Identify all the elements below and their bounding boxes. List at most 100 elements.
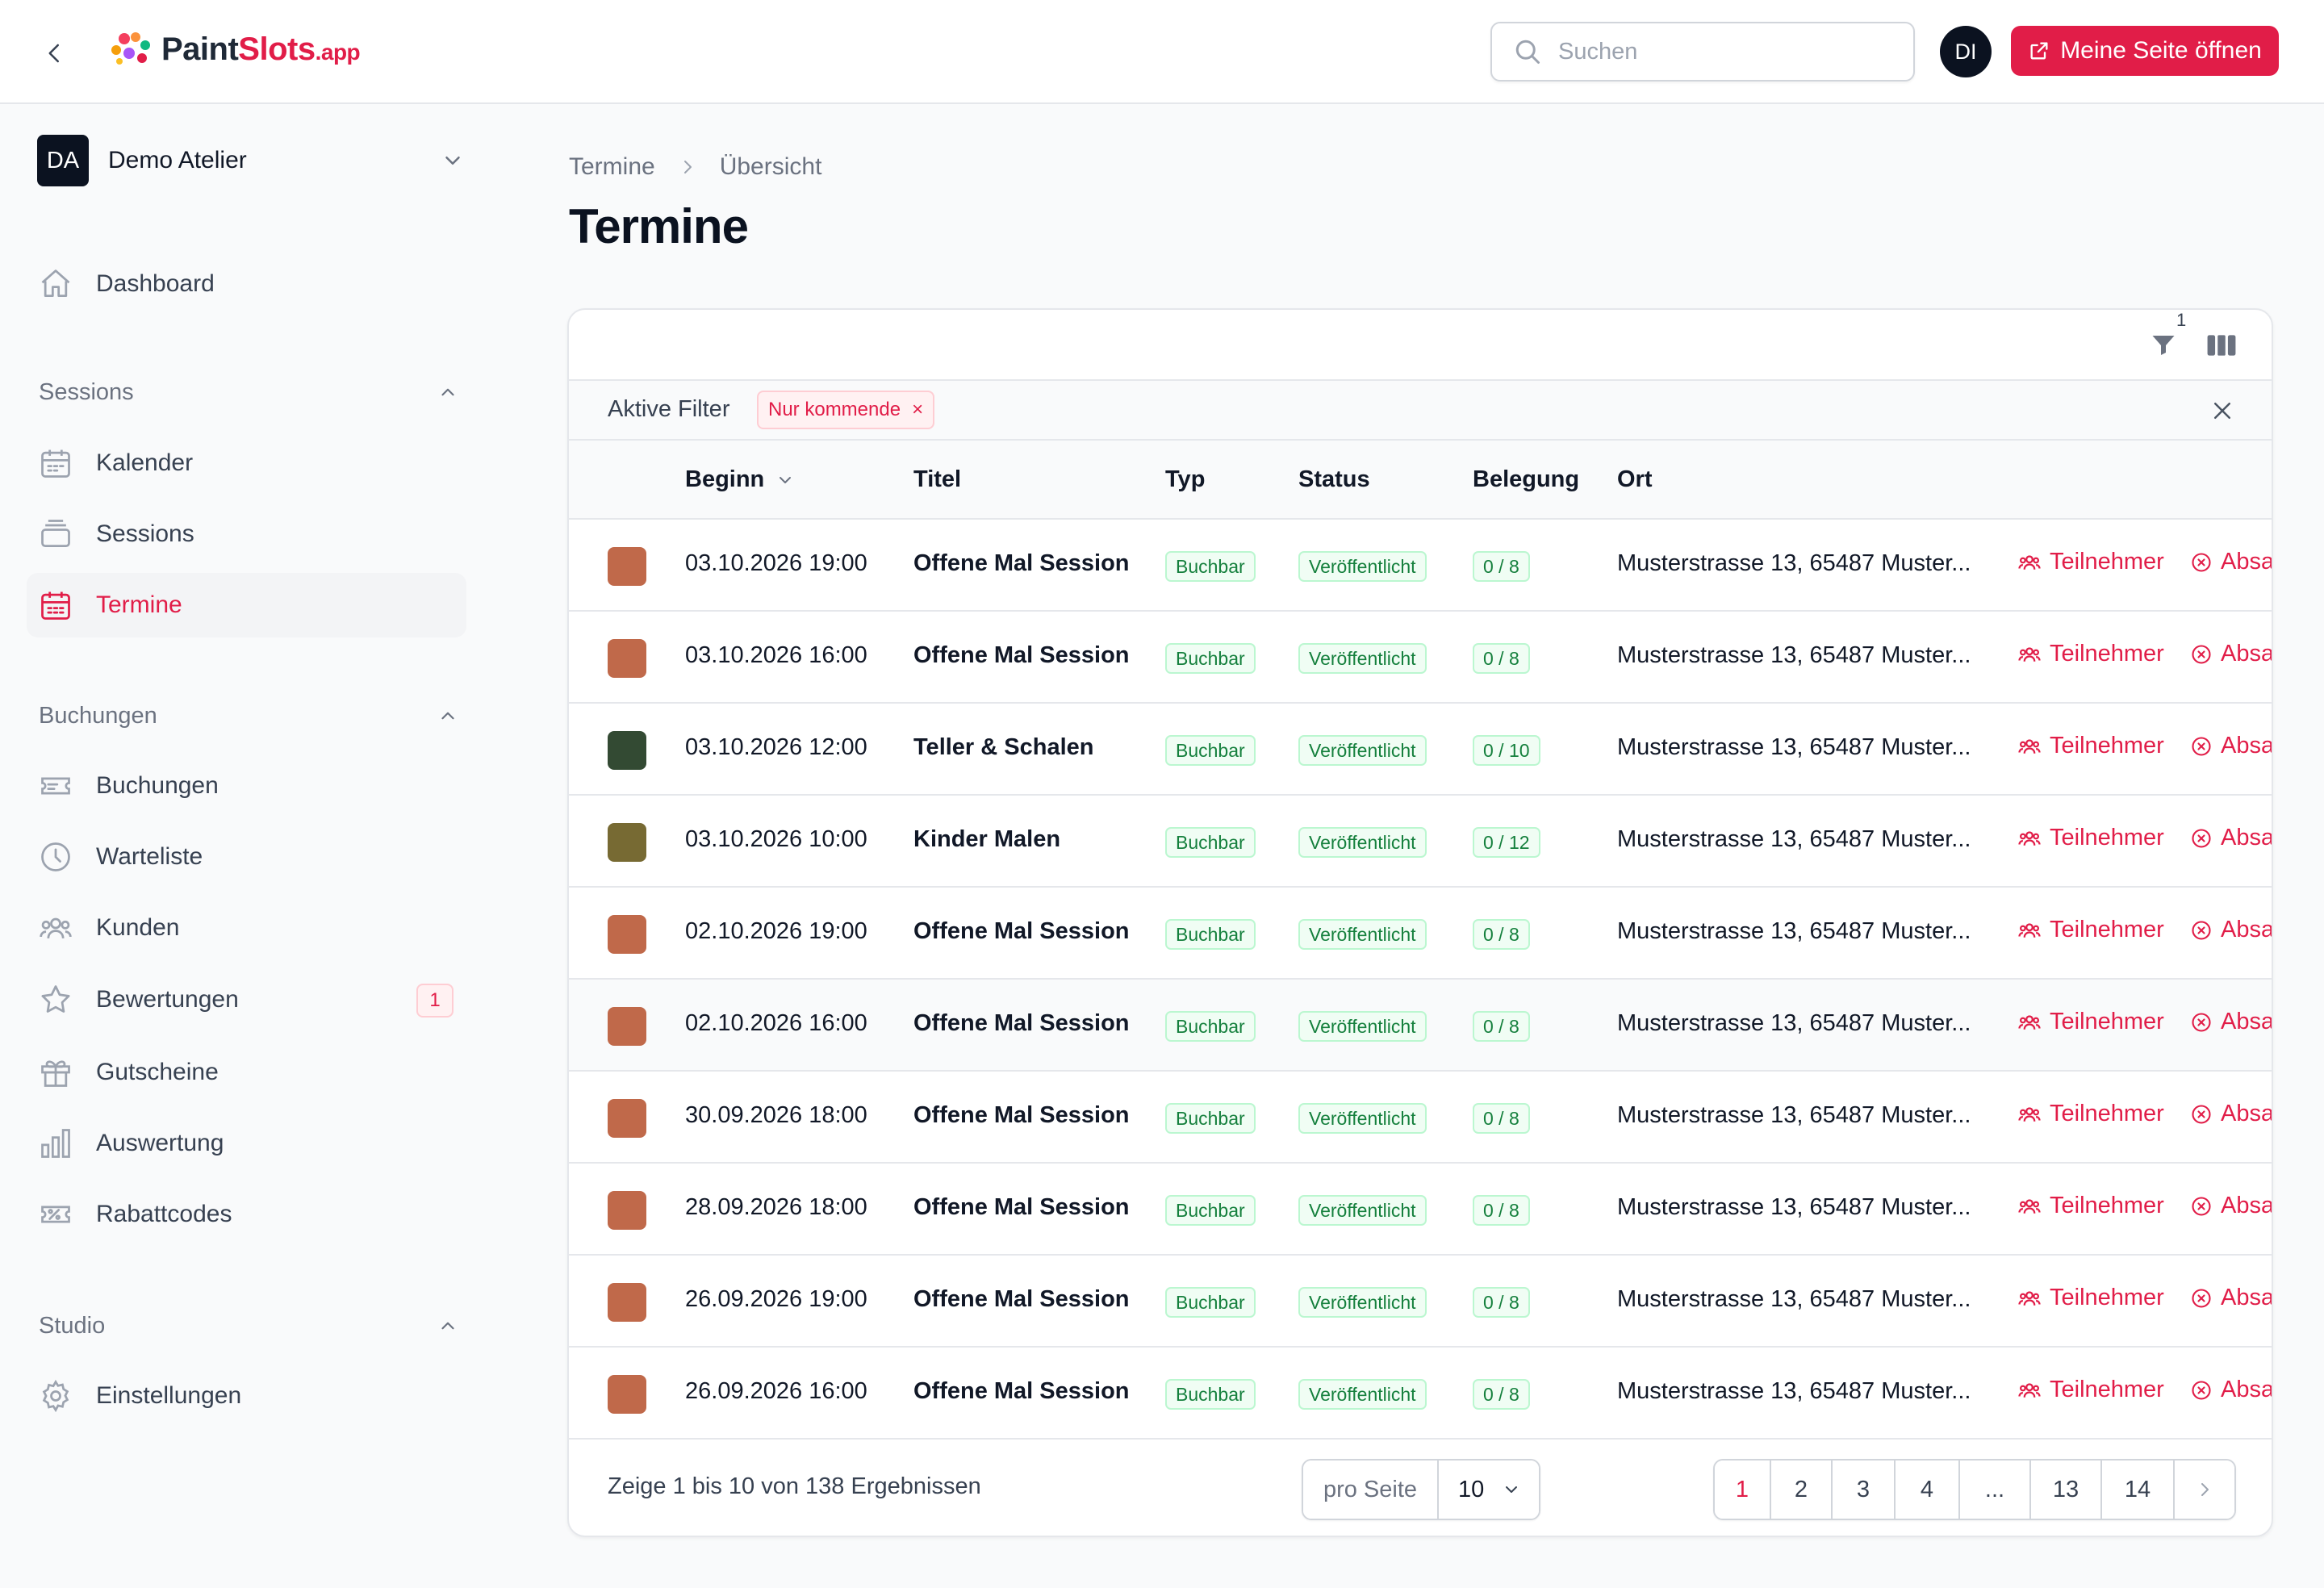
column-header-beginn[interactable]: Beginn <box>685 466 795 493</box>
sidebar-item-kalender[interactable]: Kalender <box>27 431 466 495</box>
breadcrumb-uebersicht[interactable]: Übersicht <box>719 153 822 180</box>
pagination-ellipsis: ... <box>1960 1461 2031 1519</box>
filter-chip-upcoming: Nur kommende × <box>757 391 935 429</box>
remove-filter-icon[interactable]: × <box>912 399 924 420</box>
table-row[interactable]: 30.09.2026 18:00 Offene Mal Session Buchba… <box>569 1072 2272 1164</box>
back-button[interactable] <box>37 36 73 71</box>
sidebar-item-warteliste[interactable]: Warteliste <box>27 825 466 889</box>
participants-action[interactable]: Teilnehmer <box>2017 641 2164 667</box>
occupancy-badge: 0 / 8 <box>1473 1195 1530 1226</box>
search-box[interactable] <box>1490 22 1915 81</box>
participants-action[interactable]: Teilnehmer <box>2017 733 2164 759</box>
tenant-switcher[interactable]: DA Demo Atelier <box>37 135 481 186</box>
sidebar-item-einstellungen[interactable]: Einstellungen <box>27 1364 466 1428</box>
sidebar-item-kunden[interactable]: Kunden <box>27 896 466 960</box>
sidebar-item-rabattcodes[interactable]: Rabattcodes <box>27 1182 466 1247</box>
table-row[interactable]: 03.10.2026 16:00 Offene Mal Session Buchba… <box>569 612 2272 704</box>
x-circle-icon <box>2192 1196 2211 1216</box>
sidebar-item-label: Buchungen <box>96 772 219 799</box>
table-row[interactable]: 03.10.2026 12:00 Teller & Schalen Buchbar V… <box>569 704 2272 796</box>
column-toggle-button[interactable] <box>2202 326 2241 365</box>
clear-filters-button[interactable] <box>2206 395 2238 427</box>
participants-action[interactable]: Teilnehmer <box>2017 1009 2164 1035</box>
occupancy-badge: 0 / 8 <box>1473 1287 1530 1318</box>
chevron-up-icon <box>441 388 454 396</box>
cancel-action[interactable]: Absa <box>2190 549 2272 575</box>
cancel-action[interactable]: Absa <box>2190 1101 2272 1127</box>
participants-action[interactable]: Teilnehmer <box>2017 1285 2164 1311</box>
cancel-action[interactable]: Absa <box>2190 1285 2272 1311</box>
table-row[interactable]: 03.10.2026 10:00 Kinder Malen Buchbar Veröf… <box>569 796 2272 888</box>
open-my-page-button[interactable]: Meine Seite öffnen <box>2011 26 2279 76</box>
per-page-select[interactable]: 10 <box>1439 1461 1539 1519</box>
participants-action[interactable]: Teilnehmer <box>2017 917 2164 943</box>
page-button-3[interactable]: 3 <box>1833 1461 1896 1519</box>
users-icon <box>38 910 73 946</box>
search-input[interactable] <box>1558 38 1897 65</box>
cancel-action[interactable]: Absa <box>2190 917 2272 943</box>
page-button-1[interactable]: 1 <box>1715 1461 1771 1519</box>
section-buchungen-toggle[interactable]: Buchungen <box>39 700 458 732</box>
table-row[interactable]: 02.10.2026 16:00 Offene Mal Session Buchba… <box>569 980 2272 1072</box>
page-button-13[interactable]: 13 <box>2031 1461 2102 1519</box>
top-bar: PaintSlots.app DI Meine Seite öffnen <box>0 0 2324 104</box>
chevron-left-icon <box>48 44 59 63</box>
table-row[interactable]: 28.09.2026 18:00 Offene Mal Session Buchba… <box>569 1164 2272 1256</box>
cell-beginn: 02.10.2026 19:00 <box>685 918 867 944</box>
cell-beginn: 03.10.2026 16:00 <box>685 642 867 668</box>
sidebar-item-gutscheine[interactable]: Gutscheine <box>27 1040 466 1105</box>
cancel-label: Absa <box>2221 825 2273 850</box>
occupancy-badge: 0 / 8 <box>1473 643 1530 674</box>
table-row[interactable]: 26.09.2026 19:00 Offene Mal Session Buchba… <box>569 1256 2272 1348</box>
type-badge: Buchbar <box>1165 643 1256 674</box>
table-row[interactable]: 26.09.2026 16:00 Offene Mal Session Buchba… <box>569 1348 2272 1440</box>
participants-action[interactable]: Teilnehmer <box>2017 825 2164 851</box>
user-avatar[interactable]: DI <box>1940 26 1992 77</box>
cancel-action[interactable]: Absa <box>2190 1193 2272 1219</box>
section-studio-toggle[interactable]: Studio <box>39 1310 458 1342</box>
type-badge: Buchbar <box>1165 1195 1256 1226</box>
participants-action[interactable]: Teilnehmer <box>2017 549 2164 575</box>
cell-ort: Musterstrasse 13, 65487 Muster... <box>1617 826 1971 852</box>
cancel-action[interactable]: Absa <box>2190 733 2272 759</box>
sidebar-item-auswertung[interactable]: Auswertung <box>27 1111 466 1176</box>
section-title: Sessions <box>39 378 134 405</box>
cell-ort: Musterstrasse 13, 65487 Muster... <box>1617 1010 1971 1036</box>
participants-action[interactable]: Teilnehmer <box>2017 1193 2164 1219</box>
cancel-action[interactable]: Absa <box>2190 641 2272 667</box>
session-color-swatch <box>608 547 646 586</box>
status-badge: Veröffentlicht <box>1298 1287 1427 1318</box>
sidebar-item-dashboard[interactable]: Dashboard <box>27 252 466 316</box>
sidebar-item-buchungen[interactable]: Buchungen <box>27 754 466 818</box>
filter-button[interactable] <box>2144 326 2183 365</box>
breadcrumb: Termine Übersicht <box>569 153 821 181</box>
sidebar-item-sessions[interactable]: Sessions <box>27 502 466 566</box>
gear-icon <box>38 1378 73 1414</box>
close-icon <box>2214 403 2230 419</box>
type-badge: Buchbar <box>1165 1379 1256 1410</box>
sidebar-item-label: Kalender <box>96 449 194 476</box>
sidebar-item-label: Gutscheine <box>96 1059 219 1085</box>
participants-action[interactable]: Teilnehmer <box>2017 1101 2164 1127</box>
page-button-4[interactable]: 4 <box>1896 1461 1960 1519</box>
app-logo[interactable]: PaintSlots.app <box>108 29 361 69</box>
cancel-action[interactable]: Absa <box>2190 1009 2272 1035</box>
table-row[interactable]: 03.10.2026 19:00 Offene Mal Session Buchba… <box>569 520 2272 612</box>
next-page-button[interactable] <box>2175 1461 2234 1519</box>
chevron-down-icon <box>445 157 460 165</box>
x-circle-icon <box>2192 1104 2211 1124</box>
sidebar-item-termine[interactable]: Termine <box>27 573 466 637</box>
section-title: Studio <box>39 1312 106 1339</box>
breadcrumb-termine[interactable]: Termine <box>569 153 655 180</box>
page-button-14[interactable]: 14 <box>2102 1461 2175 1519</box>
participants-action[interactable]: Teilnehmer <box>2017 1377 2164 1403</box>
cancel-action[interactable]: Absa <box>2190 1377 2272 1403</box>
sidebar-item-bewertungen[interactable]: Bewertungen 1 <box>27 967 466 1032</box>
section-sessions-toggle[interactable]: Sessions <box>39 376 458 408</box>
cancel-action[interactable]: Absa <box>2190 825 2273 851</box>
page-button-2[interactable]: 2 <box>1771 1461 1833 1519</box>
table-row[interactable]: 02.10.2026 19:00 Offene Mal Session Buchba… <box>569 888 2272 980</box>
users-icon <box>2018 1014 2041 1030</box>
status-badge: Veröffentlicht <box>1298 1379 1427 1410</box>
sidebar-item-label: Sessions <box>96 520 194 547</box>
